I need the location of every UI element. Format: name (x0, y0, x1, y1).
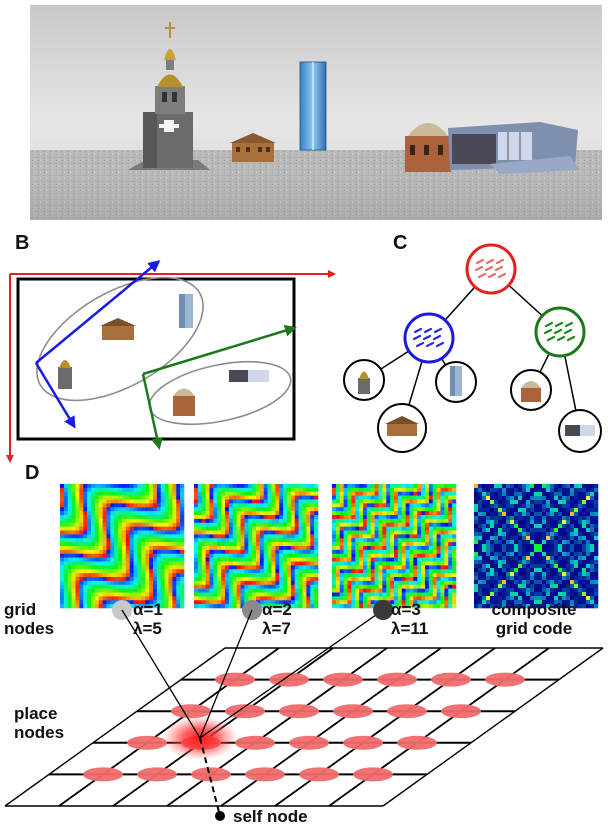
leaf-house-node (377, 403, 427, 453)
place-nodes-label-line2: nodes (14, 723, 65, 742)
panel-label-d: D (25, 462, 40, 484)
map-house-icon (100, 318, 136, 340)
grid-module-map-1 (60, 484, 185, 609)
place-field (191, 767, 231, 782)
self-node-connector (199, 737, 221, 817)
composite-label-line2: grid code (495, 619, 573, 638)
place-field (485, 672, 525, 687)
place-field (397, 735, 437, 750)
composite-grid-code-map (474, 484, 599, 609)
panel-label-b: B (15, 232, 30, 254)
blue-frame-axis-1 (35, 260, 161, 364)
module-3-alpha: α=3 (391, 600, 421, 619)
place-field (225, 704, 265, 719)
map-tower-icon (179, 294, 193, 328)
place-node-plane (4, 609, 604, 821)
church-building (128, 22, 210, 170)
place-field (299, 767, 339, 782)
place-field (279, 704, 319, 719)
grid-nodes-label-line1: grid (4, 600, 37, 619)
map-panel (6, 260, 336, 463)
grid-nodes-label: grid nodes (4, 600, 60, 638)
panel-label-c: C (393, 232, 408, 254)
module-3-params: α=3 λ=11 (391, 600, 428, 638)
map-church-icon (58, 360, 72, 389)
scene-render (30, 5, 602, 220)
place-field (343, 735, 383, 750)
grid-node-3 (373, 600, 393, 620)
arena-boundary (16, 277, 296, 441)
leaf-tower-node (435, 361, 477, 403)
green-frame-axis-2 (141, 373, 163, 450)
grid-module-map-3 (332, 484, 457, 609)
place-field (377, 672, 417, 687)
module-1-lambda: λ=5 (133, 619, 162, 638)
grid-module-map-2 (194, 484, 319, 609)
leaf-rotunda-node (510, 369, 552, 411)
grid-to-place-connection (199, 609, 384, 739)
green-cluster-node (534, 306, 586, 358)
module-2-lambda: λ=7 (262, 619, 291, 638)
blue-frame-axis-2 (34, 362, 76, 429)
green-frame-axis-1 (142, 324, 297, 376)
house-building (230, 133, 276, 162)
module-1-params: α=1 λ=5 (133, 600, 163, 638)
place-field (387, 704, 427, 719)
place-nodes-label: place nodes (14, 704, 74, 742)
blue-cluster-node (403, 312, 455, 364)
leaf-church-node (343, 359, 385, 401)
place-field (441, 704, 481, 719)
module-1-alpha: α=1 (133, 600, 163, 619)
rotunda-building (405, 123, 451, 172)
composite-label-line1: composite (491, 600, 577, 619)
grid-nodes-label-line2: nodes (4, 619, 55, 638)
place-field (245, 767, 285, 782)
place-field (83, 767, 123, 782)
grid-code-maps (60, 484, 599, 609)
self-node-label: self node (233, 807, 308, 826)
module-3-lambda: λ=11 (391, 619, 429, 638)
module-2-params: α=2 λ=7 (262, 600, 292, 638)
place-field (323, 672, 363, 687)
hierarchy-tree (343, 243, 602, 453)
place-field (431, 672, 471, 687)
root-node (465, 243, 517, 295)
place-field (289, 735, 329, 750)
place-field (269, 672, 309, 687)
place-field (137, 767, 177, 782)
place-field (235, 735, 275, 750)
leaf-modern-building-node (558, 409, 602, 453)
place-field (127, 735, 167, 750)
modern-building (448, 122, 580, 174)
module-2-alpha: α=2 (262, 600, 292, 619)
place-field (215, 672, 255, 687)
map-modern-building-icon (229, 370, 269, 382)
grid-to-place-connection (121, 609, 201, 739)
self-node (215, 811, 225, 821)
place-nodes-label-line1: place (14, 704, 58, 723)
place-field (353, 767, 393, 782)
composite-grid-code-label: composite grid code (468, 600, 600, 638)
map-rotunda-icon (173, 388, 195, 416)
place-field (333, 704, 373, 719)
tower-building (299, 61, 327, 151)
grid-to-place-connection (199, 609, 253, 739)
place-field (171, 704, 211, 719)
